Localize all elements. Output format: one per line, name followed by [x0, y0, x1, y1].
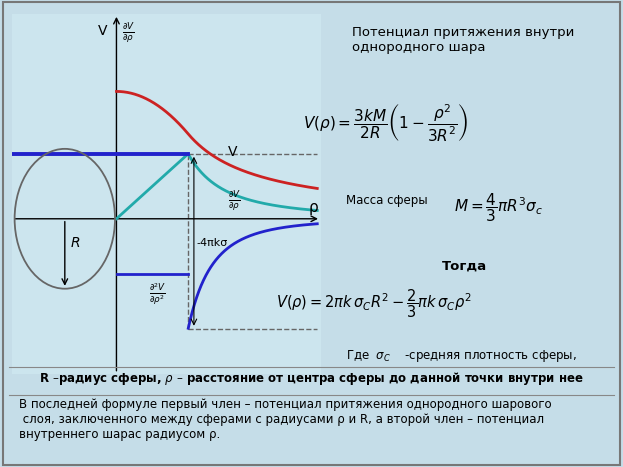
Text: $\frac{\partial V}{\partial \rho}$: $\frac{\partial V}{\partial \rho}$ — [122, 21, 135, 45]
Text: В последней формуле первый член – потенциал притяжения однородного шарового
 сло: В последней формуле первый член – потенц… — [19, 398, 551, 441]
Text: Потенциал притяжения внутри
однородного шара: Потенциал притяжения внутри однородного … — [352, 26, 574, 54]
Text: $\frac{\partial^2 V}{\partial \rho^2}$: $\frac{\partial^2 V}{\partial \rho^2}$ — [149, 282, 166, 307]
Text: $V(\rho) = 2\pi k\,\sigma_C R^2 - \dfrac{2}{3}\pi k\,\sigma_C \rho^2$: $V(\rho) = 2\pi k\,\sigma_C R^2 - \dfrac… — [276, 287, 472, 320]
Text: V: V — [227, 145, 237, 159]
Text: R: R — [70, 236, 80, 250]
Text: $V(\rho) = \dfrac{3kM}{2R}\left(1 - \dfrac{\rho^2}{3R^2}\right)$: $V(\rho) = \dfrac{3kM}{2R}\left(1 - \dfr… — [303, 103, 469, 144]
Text: R –радиус сферы, $\rho$ – расстояние от центра сферы до данной точки внутри нее: R –радиус сферы, $\rho$ – расстояние от … — [39, 370, 584, 387]
Text: Где  $\sigma_C$    -средняя плотность сферы,: Где $\sigma_C$ -средняя плотность сферы, — [346, 348, 576, 364]
Text: Масса сферы: Масса сферы — [346, 194, 427, 207]
Text: $\frac{\partial V}{\partial \rho}$: $\frac{\partial V}{\partial \rho}$ — [227, 189, 240, 213]
Text: Тогда: Тогда — [442, 259, 487, 272]
Text: ρ: ρ — [309, 200, 319, 215]
Text: -4πkσ: -4πkσ — [197, 238, 228, 248]
Text: $M = \dfrac{4}{3}\pi R^3 \sigma_c$: $M = \dfrac{4}{3}\pi R^3 \sigma_c$ — [454, 191, 543, 224]
Text: V: V — [98, 24, 108, 38]
